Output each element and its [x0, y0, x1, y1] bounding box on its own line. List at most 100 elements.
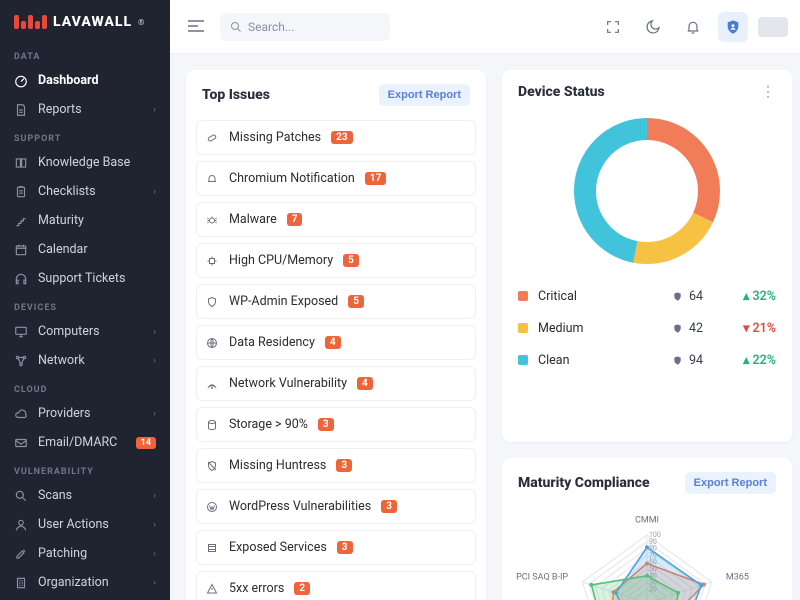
issue-count-badge: 23	[331, 131, 352, 144]
issue-row[interactable]: Data Residency 4	[196, 325, 476, 360]
issue-count-badge: 4	[357, 377, 373, 390]
user-icon	[14, 518, 28, 532]
cloud-icon	[14, 407, 28, 421]
sidebar-item-label: Checklists	[38, 184, 143, 199]
sidebar-item-tickets[interactable]: Support Tickets	[0, 264, 170, 293]
monitor-icon	[14, 325, 28, 339]
nodes-icon	[14, 354, 28, 368]
issue-row[interactable]: Storage > 90%3	[196, 407, 476, 442]
cpu-icon	[205, 255, 219, 267]
search-input[interactable]: Search...	[220, 13, 390, 41]
mail-icon	[14, 436, 28, 450]
topbar: Search...	[170, 0, 800, 54]
issue-row[interactable]: Network Vulnerability4	[196, 366, 476, 401]
sidebar-item-label: Scans	[38, 488, 143, 503]
legend-swatch	[518, 323, 528, 333]
legend-swatch	[518, 291, 528, 301]
sidebar-item-calendar[interactable]: Calendar	[0, 235, 170, 264]
legend-row: Critical64▴ 32%	[518, 280, 776, 312]
legend-label: Clean	[538, 353, 672, 368]
sidebar-item-kb[interactable]: Knowledge Base	[0, 148, 170, 177]
issue-count-badge: 7	[287, 213, 303, 226]
maturity-title: Maturity Compliance	[518, 475, 650, 491]
tools-icon	[14, 547, 28, 561]
brand-logo[interactable]: LAVAWALL®	[0, 0, 170, 42]
issue-row[interactable]: Missing Huntress3	[196, 448, 476, 483]
svg-text:PCI SAQ B-IP: PCI SAQ B-IP	[516, 572, 568, 582]
export-maturity-button[interactable]: Export Report	[685, 472, 776, 494]
svg-text:M365: M365	[726, 572, 749, 582]
avatar[interactable]	[758, 17, 788, 37]
sidebar-item-label: Reports	[38, 102, 143, 117]
moon-icon[interactable]	[638, 12, 668, 42]
sidebar-item-organization[interactable]: Organization ›	[0, 568, 170, 597]
sidebar-item-providers[interactable]: Providers›	[0, 399, 170, 428]
sidebar-item-label: Providers	[38, 406, 143, 421]
top-issues-card: Top Issues Export Report Missing Patches…	[186, 70, 486, 600]
issue-count-badge: 4	[325, 336, 341, 349]
issue-count-badge: 5	[348, 295, 364, 308]
card-menu-icon[interactable]: ⋮	[761, 84, 776, 100]
legend-trend: ▴ 32%	[728, 288, 776, 304]
issue-label: Missing Patches	[229, 130, 321, 145]
sidebar-item-network[interactable]: Network›	[0, 346, 170, 375]
issue-count-badge: 5	[343, 254, 359, 267]
sidebar-item-reports[interactable]: Reports›	[0, 95, 170, 124]
sidebar-item-label: Email/DMARC	[38, 435, 126, 450]
issue-label: Storage > 90%	[229, 417, 308, 432]
issue-row[interactable]: Malware 7	[196, 202, 476, 237]
legend-value: 42	[672, 321, 728, 336]
shield-icon[interactable]	[718, 12, 748, 42]
sidebar-item-label: Support Tickets	[38, 271, 156, 286]
issue-row[interactable]: Chromium Notification17	[196, 161, 476, 196]
legend-value: 64	[672, 289, 728, 304]
sidebar: LAVAWALL® DATADashboardReports›SUPPORTKn…	[0, 0, 170, 600]
issue-label: Data Residency	[229, 335, 315, 350]
sidebar-item-patching[interactable]: Patching›	[0, 539, 170, 568]
sidebar-item-maturity[interactable]: Maturity	[0, 206, 170, 235]
sidebar-item-user-actions[interactable]: User Actions›	[0, 510, 170, 539]
top-issues-title: Top Issues	[202, 87, 270, 103]
legend-swatch	[518, 355, 528, 365]
shield-icon	[205, 296, 219, 308]
issue-count-badge: 3	[337, 541, 353, 554]
sidebar-item-checklists[interactable]: Checklists›	[0, 177, 170, 206]
chevron-right-icon: ›	[153, 327, 156, 337]
expose-icon	[205, 542, 219, 554]
headset-icon	[14, 272, 28, 286]
fullscreen-icon[interactable]	[598, 12, 628, 42]
sidebar-item-label: Calendar	[38, 242, 156, 257]
sidebar-item-computers[interactable]: Computers ›	[0, 317, 170, 346]
issue-row[interactable]: WP-Admin Exposed 5	[196, 284, 476, 319]
menu-toggle-icon[interactable]	[182, 11, 210, 42]
issue-row[interactable]: Exposed Services3	[196, 530, 476, 565]
sidebar-section-label: SUPPORT	[0, 124, 170, 148]
chevron-right-icon: ›	[153, 578, 156, 588]
issue-count-badge: 17	[365, 172, 386, 185]
bug-icon	[205, 214, 219, 226]
issue-count-badge: 3	[381, 500, 397, 513]
chevron-right-icon: ›	[153, 520, 156, 530]
wp-icon	[205, 501, 219, 513]
storage-icon	[205, 419, 219, 431]
issue-row[interactable]: Missing Patches 23	[196, 120, 476, 155]
device-status-donut	[567, 116, 727, 266]
sidebar-item-dashboard[interactable]: Dashboard	[0, 66, 170, 95]
sidebar-item-label: Organization	[38, 575, 143, 590]
issue-row[interactable]: WordPress Vulnerabilities3	[196, 489, 476, 524]
issue-label: Malware	[229, 212, 277, 227]
issue-row[interactable]: 5xx errors2	[196, 571, 476, 600]
maturity-card: Maturity Compliance Export Report CMMIM3…	[502, 458, 792, 600]
sidebar-item-email-dmarc[interactable]: Email/DMARC14	[0, 428, 170, 457]
search-icon	[14, 489, 28, 503]
export-issues-button[interactable]: Export Report	[379, 84, 470, 106]
sidebar-item-label: Computers	[38, 324, 143, 339]
issue-label: WP-Admin Exposed	[229, 294, 338, 309]
sidebar-item-label: Patching	[38, 546, 143, 561]
sidebar-item-scans[interactable]: Scans›	[0, 481, 170, 510]
issue-label: 5xx errors	[229, 581, 284, 596]
legend-trend: ▴ 22%	[728, 352, 776, 368]
bell-icon[interactable]	[678, 12, 708, 42]
issue-row[interactable]: High CPU/Memory5	[196, 243, 476, 278]
chevron-right-icon: ›	[153, 356, 156, 366]
